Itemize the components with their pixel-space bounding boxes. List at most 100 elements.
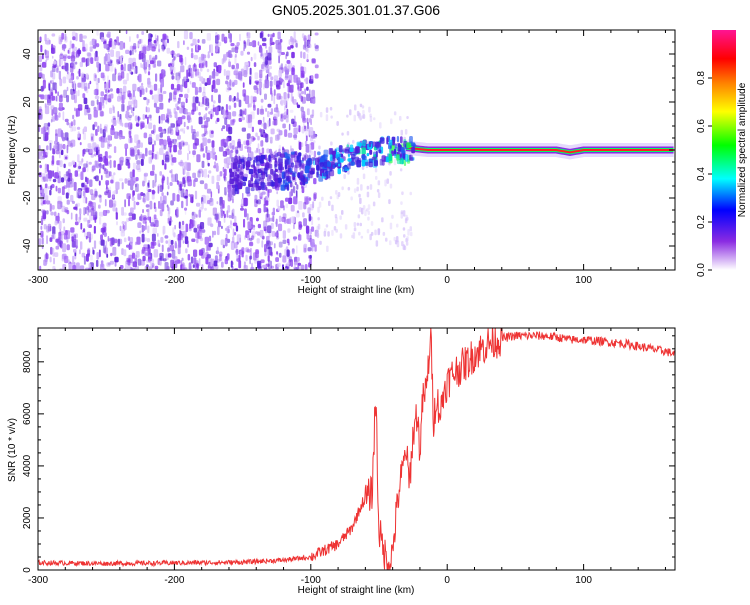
- spectrogram-noise-cell: [159, 171, 162, 176]
- spectrogram-noise-cell: [170, 259, 174, 269]
- spectrogram-noise-layer: [38, 30, 413, 270]
- spectrogram-noise-cell: [224, 40, 227, 44]
- spectrogram-noise-cell: [61, 32, 65, 40]
- spectrogram-noise-cell: [117, 72, 122, 82]
- spectrogram-noise-cell: [162, 45, 165, 52]
- spectrogram-noise-cell: [359, 197, 362, 205]
- spectrogram-ridge-layer: [229, 135, 674, 196]
- spectrogram-noise-cell: [128, 137, 133, 144]
- spectrogram-noise-cell: [109, 88, 113, 92]
- spectrogram-noise-cell: [104, 158, 108, 166]
- spectrogram-noise-cell: [182, 177, 185, 185]
- spectrogram-noise-cell: [57, 128, 62, 137]
- spectrogram-noise-cell: [216, 174, 221, 182]
- spectrogram-noise-cell: [275, 257, 279, 262]
- spectrogram-noise-cell: [276, 262, 281, 268]
- spectrogram-noise-cell: [313, 178, 317, 185]
- spectrogram-noise-cell: [259, 32, 263, 39]
- spectrogram-noise-cell: [356, 110, 360, 117]
- spectrogram-noise-cell: [108, 79, 111, 89]
- spectrogram-noise-cell: [280, 113, 284, 122]
- spectrogram-noise-cell: [193, 249, 198, 257]
- spectrogram-noise-cell: [74, 170, 78, 177]
- spectrogram-noise-cell: [212, 100, 216, 104]
- spectrogram-noise-cell: [88, 82, 90, 89]
- spectrogram-noise-cell: [180, 159, 183, 164]
- spectrogram-noise-cell: [39, 164, 42, 169]
- spectrogram-noise-cell: [302, 117, 307, 123]
- spectrogram-noise-cell: [256, 217, 259, 222]
- spectrogram-noise-cell: [114, 238, 118, 244]
- spectrogram-noise-cell: [74, 221, 79, 226]
- spectrogram-noise-cell: [105, 53, 108, 62]
- spectrogram-noise-cell: [173, 256, 178, 264]
- spectrogram-noise-cell: [176, 194, 180, 202]
- spectrogram-noise-cell: [164, 41, 167, 47]
- ridge-cell: [356, 160, 362, 168]
- spectrogram-noise-cell: [377, 228, 380, 236]
- spectrogram-noise-cell: [185, 223, 189, 233]
- spectrogram-noise-cell: [207, 162, 210, 167]
- spectrogram-noise-cell: [290, 188, 293, 197]
- spectrogram-noise-cell: [353, 222, 357, 228]
- spectrogram-noise-cell: [117, 42, 121, 46]
- ridge-cell: [248, 168, 254, 175]
- spectrogram-noise-cell: [153, 202, 156, 209]
- spectrogram-noise-cell: [148, 150, 153, 156]
- spectrogram-noise-cell: [44, 94, 49, 100]
- spectrogram-noise-cell: [259, 193, 263, 200]
- spectrogram-noise-cell: [105, 240, 108, 250]
- spectrogram-noise-cell: [104, 199, 107, 207]
- ridge-cell: [361, 155, 367, 160]
- spectrogram-noise-cell: [369, 233, 372, 241]
- spectrogram-noise-cell: [170, 50, 175, 56]
- spectrogram-noise-cell: [104, 167, 107, 172]
- spectrogram-noise-cell: [52, 55, 54, 59]
- spectrogram-noise-cell: [278, 69, 282, 78]
- spectrogram-noise-cell: [83, 217, 88, 222]
- spectrogram-noise-cell: [101, 175, 103, 181]
- spectrogram-noise-cell: [266, 248, 269, 256]
- spectrogram-noise-cell: [86, 231, 91, 239]
- spectrogram-noise-cell: [261, 147, 265, 154]
- spectrogram-noise-cell: [225, 191, 227, 197]
- spectrogram-noise-cell: [311, 226, 315, 232]
- spectrogram-noise-cell: [153, 94, 159, 103]
- spectrogram-noise-cell: [298, 221, 302, 230]
- spectrogram-noise-cell: [159, 115, 163, 124]
- spectrogram-noise-cell: [143, 237, 148, 242]
- spectrogram-noise-cell: [312, 134, 317, 139]
- spectrogram-noise-cell: [193, 227, 198, 233]
- spectrogram-noise-cell: [393, 158, 397, 166]
- spectrogram-noise-cell: [306, 117, 309, 124]
- spectrogram-noise-cell: [187, 88, 190, 94]
- spectrogram-noise-cell: [169, 244, 174, 252]
- spectrogram-noise-cell: [155, 73, 158, 82]
- spectrogram-noise-cell: [73, 206, 78, 210]
- ridge-cell: [368, 142, 371, 148]
- spectrogram-noise-cell: [58, 95, 63, 103]
- spectrogram-noise-cell: [293, 196, 298, 205]
- spectrogram-noise-cell: [89, 179, 93, 187]
- spectrogram-noise-cell: [117, 96, 121, 102]
- spectrogram-noise-cell: [141, 233, 145, 243]
- spectrogram-noise-cell: [115, 188, 118, 195]
- spectrogram-noise-cell: [137, 139, 141, 144]
- ridge-cell: [253, 165, 256, 174]
- ridge-cell: [289, 167, 293, 173]
- spectrogram-noise-cell: [177, 142, 182, 148]
- spectrogram-noise-cell: [160, 196, 163, 205]
- spectrogram-noise-cell: [172, 227, 175, 236]
- spectrogram-noise-cell: [206, 33, 211, 41]
- spectrogram-noise-cell: [113, 160, 116, 168]
- spectrogram-noise-cell: [166, 176, 169, 186]
- spectrogram-noise-cell: [85, 58, 88, 67]
- spectrogram-noise-cell: [268, 260, 272, 270]
- spectrogram-noise-cell: [396, 236, 399, 243]
- spectrogram-noise-cell: [166, 191, 169, 196]
- spectrogram-noise-cell: [192, 150, 196, 155]
- spectrogram-noise-cell: [73, 119, 76, 126]
- spectrogram-noise-cell: [140, 44, 144, 54]
- spectrogram-noise-cell: [256, 238, 260, 244]
- spectrogram-noise-cell: [174, 173, 178, 183]
